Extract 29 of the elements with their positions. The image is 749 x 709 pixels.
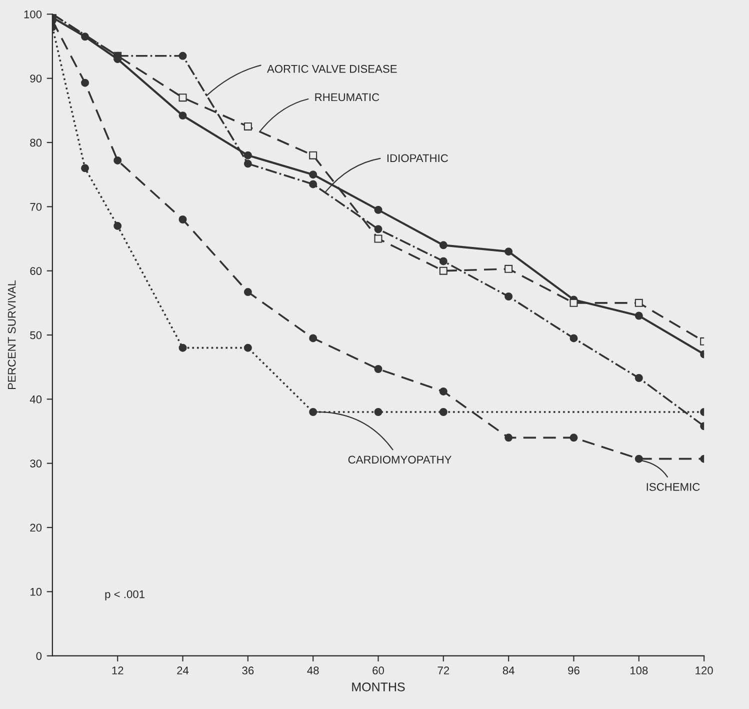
y-tick-label: 70	[30, 202, 42, 211]
annotation: CARDIOMYOPATHY	[348, 456, 452, 464]
x-tick-label: 36	[242, 666, 254, 674]
y-tick-label: 100	[24, 10, 42, 18]
annotation: IDIOPATHIC	[387, 154, 448, 162]
x-tick-label: 120	[696, 666, 713, 674]
annotation: ISCHEMIC	[646, 483, 700, 491]
y-tick-label: 20	[30, 524, 42, 532]
y-tick-label: 0	[36, 652, 42, 660]
x-tick-label: 12	[112, 666, 124, 674]
y-axis-title: PERCENT SURVIVAL	[8, 280, 16, 390]
x-tick-label: 108	[630, 666, 648, 674]
annotation: AORTIC VALVE DISEASE	[267, 64, 397, 73]
y-tick-label: 30	[30, 460, 42, 468]
x-tick-label: 24	[177, 666, 189, 674]
x-tick-label: 84	[502, 666, 514, 674]
y-tick-label: 80	[30, 138, 42, 147]
y-tick-label: 10	[30, 588, 42, 596]
x-tick-label: 96	[568, 666, 580, 674]
y-tick-label: 90	[30, 74, 42, 82]
annotation: RHEUMATIC	[315, 93, 380, 102]
y-tick-label: 50	[30, 331, 42, 340]
x-tick-label: 72	[438, 666, 450, 674]
x-axis-title: MONTHS	[352, 682, 405, 692]
y-tick-label: 40	[30, 395, 42, 404]
x-tick-label: 48	[307, 666, 319, 674]
x-tick-label: 60	[372, 666, 384, 674]
annotation: p < .001	[105, 590, 144, 600]
y-tick-label: 60	[30, 267, 42, 275]
